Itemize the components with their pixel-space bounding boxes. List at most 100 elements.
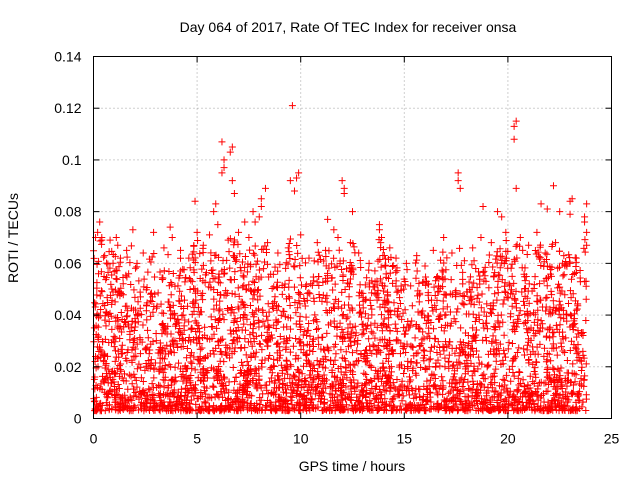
data-point	[384, 308, 392, 316]
data-point	[469, 324, 477, 332]
data-point	[174, 343, 182, 351]
data-point	[125, 270, 133, 278]
data-point	[364, 402, 372, 410]
data-point	[202, 399, 210, 407]
data-point	[167, 363, 175, 371]
data-point	[148, 380, 156, 388]
data-point	[559, 272, 567, 280]
data-point	[395, 313, 403, 321]
data-point	[339, 311, 347, 319]
data-point	[150, 392, 158, 400]
data-point	[322, 277, 330, 285]
data-point	[253, 257, 261, 265]
data-point	[530, 309, 538, 317]
data-point	[130, 286, 138, 294]
data-point	[234, 240, 242, 248]
data-point	[264, 396, 272, 404]
data-point	[302, 380, 310, 388]
data-point	[385, 314, 393, 322]
data-point	[459, 275, 467, 283]
data-point	[194, 335, 202, 343]
data-point	[455, 352, 463, 360]
data-point	[562, 334, 570, 342]
data-point	[579, 351, 587, 359]
data-point	[404, 363, 412, 371]
data-point	[377, 348, 385, 356]
data-point	[96, 385, 104, 393]
data-point	[493, 248, 501, 256]
data-point	[552, 383, 560, 391]
data-point	[577, 329, 585, 337]
data-point	[509, 369, 517, 377]
data-point	[555, 310, 563, 318]
data-point	[330, 226, 338, 234]
data-point	[472, 347, 480, 355]
data-point	[286, 361, 294, 369]
data-point	[473, 294, 481, 302]
data-point	[226, 405, 234, 413]
data-point	[239, 301, 247, 309]
data-point	[291, 372, 299, 380]
data-point	[102, 399, 110, 407]
data-point	[146, 297, 154, 305]
data-point	[148, 298, 156, 306]
data-point	[447, 319, 455, 327]
data-point	[523, 250, 531, 258]
data-point	[214, 318, 222, 326]
data-point	[537, 262, 545, 270]
data-point	[237, 344, 245, 352]
data-point	[512, 300, 520, 308]
data-point	[283, 381, 291, 389]
data-point	[137, 363, 145, 371]
data-point	[370, 401, 378, 409]
data-point	[227, 276, 235, 284]
data-point	[143, 283, 151, 291]
data-point	[426, 376, 434, 384]
data-point	[127, 280, 135, 288]
data-point	[324, 215, 332, 223]
data-point	[250, 334, 258, 342]
data-point	[121, 318, 129, 326]
data-point	[582, 360, 590, 368]
data-point	[250, 291, 258, 299]
data-point	[360, 369, 368, 377]
y-tick-label: 0	[74, 411, 82, 427]
data-point	[263, 328, 271, 336]
data-point	[129, 226, 137, 234]
data-point	[193, 228, 201, 236]
data-point	[571, 297, 579, 305]
data-point	[569, 388, 577, 396]
data-point	[168, 234, 176, 241]
data-point	[357, 308, 365, 316]
data-point	[257, 273, 265, 281]
data-point	[283, 357, 291, 365]
data-point	[412, 359, 420, 367]
data-point	[354, 397, 362, 405]
data-point	[375, 226, 383, 234]
data-point	[305, 319, 313, 327]
data-point	[422, 319, 430, 327]
data-point	[161, 376, 169, 384]
data-point	[470, 367, 478, 375]
data-point	[104, 365, 112, 373]
data-point	[157, 348, 165, 356]
data-point	[186, 407, 194, 415]
data-point	[470, 380, 478, 388]
data-point	[331, 280, 339, 288]
data-point	[393, 336, 401, 344]
data-point	[325, 307, 333, 315]
data-point	[550, 303, 558, 311]
data-point	[154, 289, 162, 297]
data-point	[433, 348, 441, 356]
data-point	[251, 218, 259, 226]
data-point	[146, 255, 154, 263]
data-point	[473, 326, 481, 334]
data-point	[316, 294, 324, 302]
data-point	[545, 310, 553, 318]
data-point	[344, 313, 352, 321]
data-point	[451, 288, 459, 296]
data-point	[543, 293, 551, 301]
data-point	[272, 316, 280, 324]
data-point	[330, 300, 338, 308]
data-point	[384, 339, 392, 347]
